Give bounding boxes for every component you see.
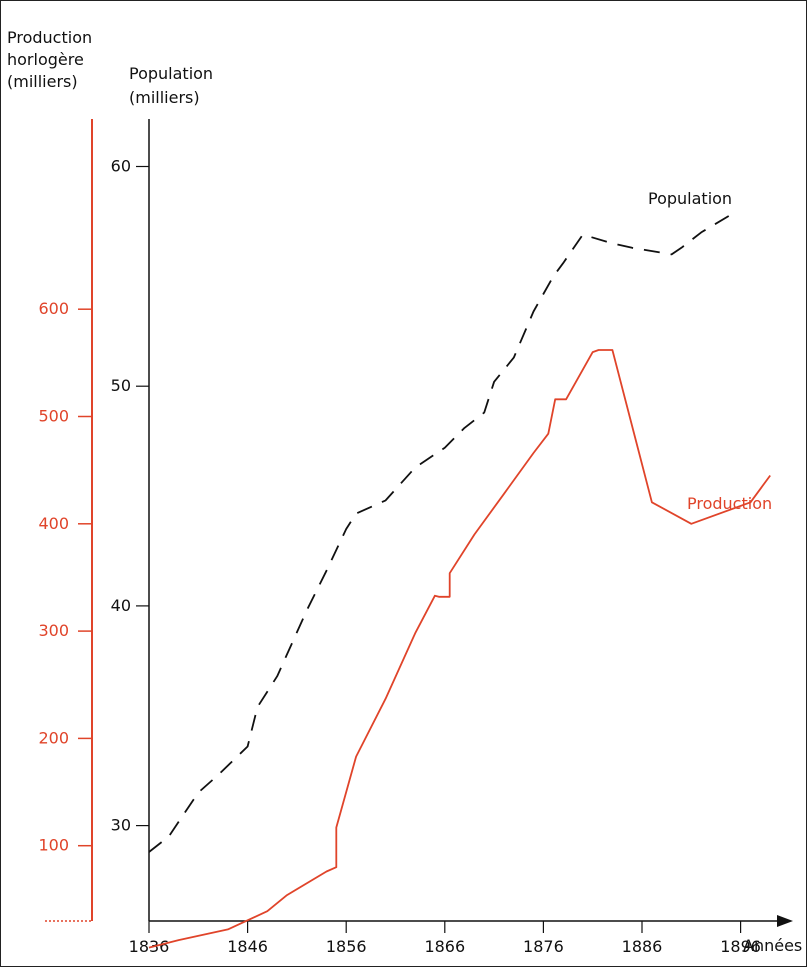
left-axis-title-line: horlogère [7,50,84,69]
series-line-population [148,214,732,853]
right-axis-tick-label: 60 [111,157,131,176]
x-axis-tick-label: 1866 [424,937,465,956]
x-axis-tick-label: 1846 [227,937,268,956]
left-axis-title-line: Production [7,28,92,47]
left-axis-tick-label: 500 [38,407,69,426]
left-axis-tick-label: 300 [38,621,69,640]
right-axis-tick-label: 30 [111,816,131,835]
series-line-production [148,349,771,949]
left-axis-title-line: (milliers) [7,72,78,91]
x-axis-label: Années [743,936,802,955]
left-axis-tick-label: 400 [38,514,69,533]
right-axis-tick-label: 40 [111,596,131,615]
x-axis-tick-label: 1856 [326,937,367,956]
right-axis-title-line: (milliers) [129,88,200,107]
right-axis-title-line: Population [129,64,213,83]
left-axis-tick-label: 200 [38,728,69,747]
left-axis-tick-label: 100 [38,836,69,855]
x-axis-tick-label: 1876 [523,937,564,956]
x-axis-arrow-icon [777,915,793,927]
x-axis-tick-label: 1886 [622,937,663,956]
series-label-production: Production [687,494,772,513]
x-axis-tick-label: 1836 [129,937,170,956]
left-axis-tick-label: 600 [38,299,69,318]
right-axis-tick-label: 50 [111,376,131,395]
x-axis-tick-label: 1896 [720,937,761,956]
series-label-population: Population [648,189,732,208]
